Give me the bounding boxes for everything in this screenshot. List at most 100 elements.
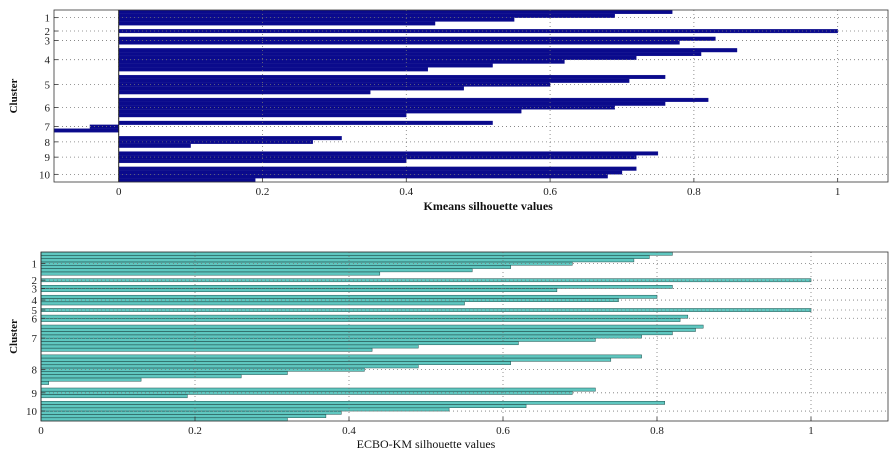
x-tick-label: 1 (835, 186, 841, 198)
silhouette-bar (118, 21, 436, 26)
y-tick-label: 7 (32, 333, 38, 345)
silhouette-bar (40, 354, 642, 359)
silhouette-bar (40, 265, 511, 269)
silhouette-bar (118, 166, 637, 171)
x-tick-label: 0.6 (543, 186, 557, 198)
x-tick-label: 0 (116, 186, 122, 198)
silhouette-bar (118, 17, 515, 22)
y-tick-label: 1 (45, 13, 51, 25)
silhouette-bar (118, 67, 429, 72)
silhouette-bar (118, 151, 659, 156)
silhouette-bar (40, 371, 288, 375)
silhouette-bar (40, 394, 188, 399)
y-tick-label: 8 (32, 365, 38, 377)
axes-frame (53, 9, 889, 183)
silhouette-bar (40, 410, 342, 415)
silhouette-bar (118, 178, 256, 183)
x-axis-title: ECBO-KM silhouette values (357, 437, 496, 451)
silhouette-bar (118, 78, 630, 83)
silhouette-bar (118, 55, 637, 60)
silhouette-bar (40, 347, 373, 352)
silhouette-bar (40, 334, 642, 339)
silhouette-bar (40, 414, 327, 418)
silhouette-bar (40, 251, 673, 256)
silhouette-bar (40, 361, 511, 365)
silhouette-bar (118, 40, 680, 45)
x-tick-label: 1 (808, 425, 814, 437)
silhouette-bar (40, 328, 696, 332)
silhouette-bar (118, 136, 342, 141)
silhouette-bar (40, 255, 650, 259)
silhouette-bar (118, 74, 666, 79)
silhouette-bar (40, 338, 596, 342)
y-tick-label: 9 (45, 152, 51, 164)
silhouette-bar (40, 258, 635, 263)
silhouette-bar (40, 271, 381, 276)
y-tick-label: 1 (32, 259, 38, 271)
silhouette-bar (118, 170, 623, 175)
y-tick-label: 10 (39, 169, 51, 181)
silhouette-bar (40, 391, 573, 395)
y-tick-label: 7 (45, 122, 51, 134)
x-axis-title: Kmeans silhouette values (424, 199, 554, 213)
y-axis-title: Cluster (8, 78, 20, 113)
silhouette-bar (118, 101, 666, 106)
y-tick-label: 3 (45, 36, 51, 48)
x-tick-label: 0.2 (188, 425, 202, 437)
silhouette-bar (40, 374, 242, 379)
silhouette-bar (118, 13, 615, 18)
silhouette-bar (118, 10, 673, 14)
y-tick-label: 4 (45, 55, 51, 67)
silhouette-bar (118, 63, 493, 68)
silhouette-bar (118, 174, 608, 179)
silhouette-bar (40, 288, 558, 293)
y-tick-label: 6 (45, 102, 51, 114)
y-tick-label: 9 (32, 388, 38, 400)
silhouette-bar (40, 387, 596, 392)
y-tick-label: 2 (45, 26, 51, 38)
silhouette-bar (40, 344, 419, 349)
y-tick-label: 5 (45, 80, 51, 92)
silhouette-bar (40, 301, 465, 306)
x-tick-label: 0.8 (687, 186, 701, 198)
x-tick-label: 0.4 (399, 186, 413, 198)
axes-frame (40, 251, 889, 422)
silhouette-bar (40, 364, 419, 369)
silhouette-bar (118, 59, 565, 64)
silhouette-bar (53, 128, 119, 133)
silhouette-bar (40, 417, 288, 422)
silhouette-bar (40, 341, 519, 346)
silhouette-bar (118, 113, 407, 118)
silhouette-bar (40, 377, 142, 382)
y-tick-label: 8 (45, 137, 51, 149)
silhouette-bar (40, 324, 704, 329)
y-tick-label: 4 (32, 295, 38, 307)
silhouette-bar (118, 36, 716, 41)
silhouette-bar (118, 143, 191, 148)
silhouette-bar (118, 139, 313, 144)
silhouette-bar (40, 318, 681, 322)
x-tick-label: 0.6 (496, 425, 510, 437)
y-axis-title: Cluster (8, 319, 20, 354)
y-tick-label: 5 (32, 305, 38, 317)
silhouette-bar (118, 109, 522, 114)
x-tick-label: 0.2 (256, 186, 270, 198)
silhouette-bar (118, 86, 464, 91)
y-tick-label: 6 (32, 313, 38, 325)
silhouette-bar (40, 381, 49, 385)
y-tick-label: 3 (32, 283, 38, 295)
silhouette-bar (40, 285, 673, 289)
silhouette-bar (40, 401, 665, 405)
silhouette-bar (40, 404, 527, 408)
x-tick-label: 0 (38, 425, 44, 437)
silhouette-bar (40, 331, 673, 336)
y-tick-label: 2 (32, 275, 38, 287)
silhouette-bar (40, 407, 450, 412)
silhouette-bar (118, 48, 738, 53)
y-tick-label: 10 (26, 406, 38, 418)
silhouette-bar (40, 357, 612, 362)
silhouette-bar (40, 268, 473, 273)
